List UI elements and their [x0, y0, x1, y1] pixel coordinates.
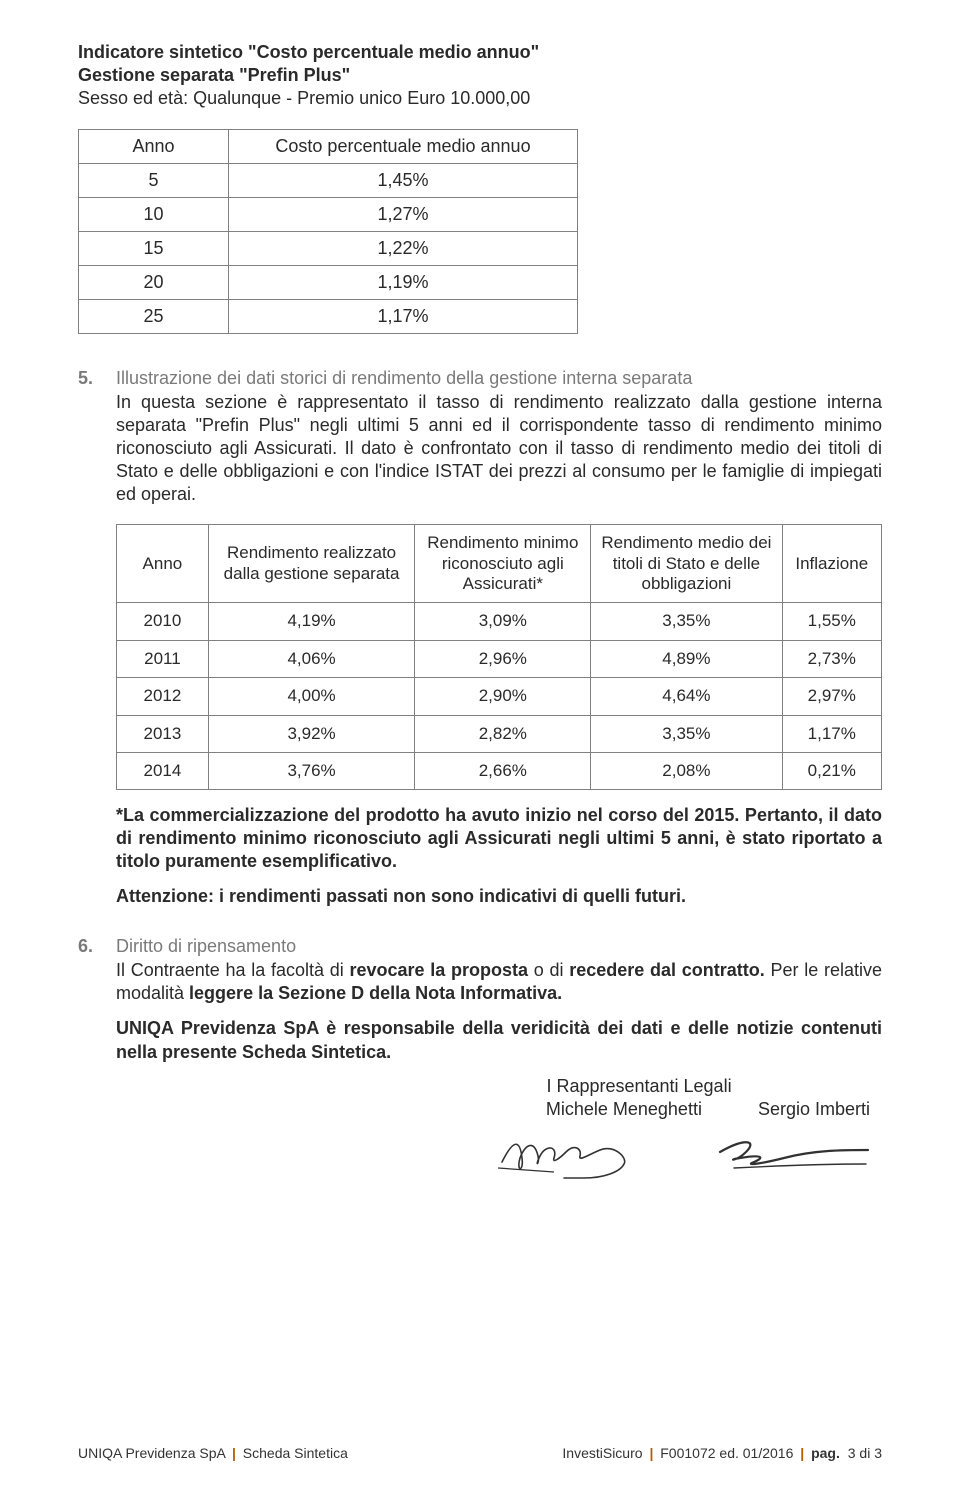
footer-sep-icon: | — [229, 1445, 239, 1461]
returns-table-head-3: Rendimento medio dei titoli di Stato e d… — [591, 525, 782, 603]
section-6-paragraph-1: Il Contraente ha la facoltà di revocare … — [116, 959, 882, 1005]
section-6-title: Diritto di ripensamento — [116, 936, 882, 957]
returns-table-head-4: Inflazione — [782, 525, 881, 603]
footer-page-label: pag. — [811, 1445, 840, 1461]
table-row: 101,27% — [79, 198, 578, 232]
cost-table: Anno Costo percentuale medio annuo 51,45… — [78, 129, 578, 334]
cost-table-head-anno: Anno — [79, 130, 229, 164]
representatives-label: I Rappresentanti Legali — [116, 1076, 882, 1097]
table-row: 251,17% — [79, 300, 578, 334]
footer-sep-icon: | — [797, 1445, 807, 1461]
signature-name-1: Michele Meneghetti — [546, 1099, 702, 1120]
returns-table-head-0: Anno — [117, 525, 209, 603]
section-5-paragraph: In questa sezione è rappresentato il tas… — [116, 391, 882, 506]
returns-table-head-2: Rendimento minimo riconosciuto agli Assi… — [415, 525, 591, 603]
footer-edition: F001072 ed. 01/2016 — [660, 1445, 793, 1461]
section-6-number: 6. — [78, 936, 116, 1067]
cost-table-head-val: Costo percentuale medio annuo — [229, 130, 578, 164]
table-row: 20114,06%2,96%4,89%2,73% — [117, 640, 882, 677]
table-row: 20104,19%3,09%3,35%1,55% — [117, 603, 882, 640]
table-row: 20124,00%2,90%4,64%2,97% — [117, 678, 882, 715]
section-6-paragraph-2: UNIQA Previdenza SpA è responsabile dell… — [116, 1017, 882, 1063]
returns-table-head-1: Rendimento realizzato dalla gestione sep… — [208, 525, 415, 603]
indicator-title-l2: Gestione separata "Prefin Plus" — [78, 65, 882, 86]
table-row: 151,22% — [79, 232, 578, 266]
signature-2-icon — [714, 1128, 874, 1182]
footer-product: InvestiSicuro — [562, 1445, 642, 1461]
table-row: 51,45% — [79, 164, 578, 198]
signature-name-2: Sergio Imberti — [758, 1099, 870, 1120]
footer-sep-icon: | — [646, 1445, 656, 1461]
footer-company: UNIQA Previdenza SpA — [78, 1445, 225, 1461]
signature-1-icon — [494, 1128, 654, 1182]
indicator-title-l1: Indicatore sintetico "Costo percentuale … — [78, 42, 882, 63]
table-row: 20133,92%2,82%3,35%1,17% — [117, 715, 882, 752]
table-row: 201,19% — [79, 266, 578, 300]
section-5-title: Illustrazione dei dati storici di rendim… — [116, 368, 882, 389]
footer-doc-type: Scheda Sintetica — [243, 1445, 348, 1461]
returns-table: Anno Rendimento realizzato dalla gestion… — [116, 524, 882, 790]
indicator-subtitle: Sesso ed età: Qualunque - Premio unico E… — [78, 88, 882, 109]
note-attenzione: Attenzione: i rendimenti passati non son… — [116, 885, 882, 908]
footer-page-value: 3 di 3 — [848, 1445, 882, 1461]
section-5-number: 5. — [78, 368, 116, 518]
table-row: 20143,76%2,66%2,08%0,21% — [117, 752, 882, 789]
page-footer: UNIQA Previdenza SpA | Scheda Sintetica … — [78, 1445, 882, 1461]
note-commercializzazione: *La commercializzazione del prodotto ha … — [116, 804, 882, 873]
signature-block: I Rappresentanti Legali Michele Meneghet… — [116, 1076, 882, 1182]
